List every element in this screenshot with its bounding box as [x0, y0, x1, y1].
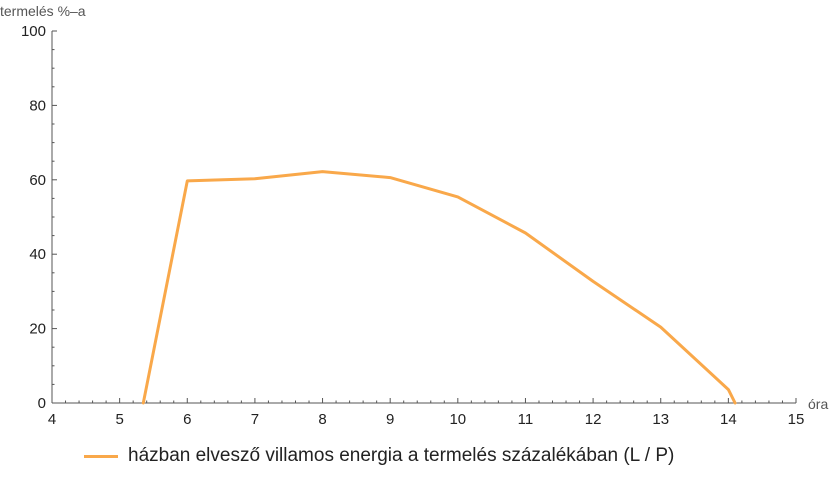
- series-line: [141, 170, 737, 405]
- x-tick-label: 10: [449, 411, 466, 428]
- x-tick-label: 9: [386, 411, 394, 428]
- x-tick-label: 15: [788, 411, 805, 428]
- legend: házban elvesző villamos energia a termel…: [84, 445, 674, 467]
- y-tick-label: 80: [29, 97, 46, 114]
- x-tick-label: 11: [518, 411, 534, 428]
- legend-swatch: [84, 454, 118, 458]
- x-axis-title: óra: [808, 396, 828, 412]
- x-tick-label: 7: [251, 411, 259, 428]
- y-tick-label: 20: [29, 321, 46, 338]
- series-layer: [141, 170, 737, 405]
- x-tick-label: 13: [652, 411, 669, 428]
- y-axis: 0 20 40 60 80 100: [21, 23, 57, 412]
- x-tick-label: 5: [115, 411, 123, 428]
- x-tick-label: 8: [318, 411, 326, 428]
- x-axis: 4 5 6 7 8 9 10 11 12 13 14 15: [48, 398, 805, 428]
- y-axis-title: termelés %–a: [0, 3, 86, 19]
- x-ticks: 4 5 6 7 8 9 10 11 12 13 14 15: [48, 398, 805, 428]
- y-tick-label: 100: [21, 23, 46, 40]
- y-tick-label: 40: [29, 246, 46, 263]
- y-tick-label: 0: [38, 395, 46, 412]
- y-ticks: 0 20 40 60 80 100: [21, 23, 57, 412]
- x-tick-label: 14: [720, 411, 737, 428]
- legend-label: házban elvesző villamos energia a termel…: [128, 445, 675, 466]
- x-tick-label: 12: [585, 411, 602, 428]
- y-tick-label: 60: [29, 172, 46, 189]
- x-tick-label: 6: [183, 411, 191, 428]
- x-tick-label: 4: [48, 411, 56, 428]
